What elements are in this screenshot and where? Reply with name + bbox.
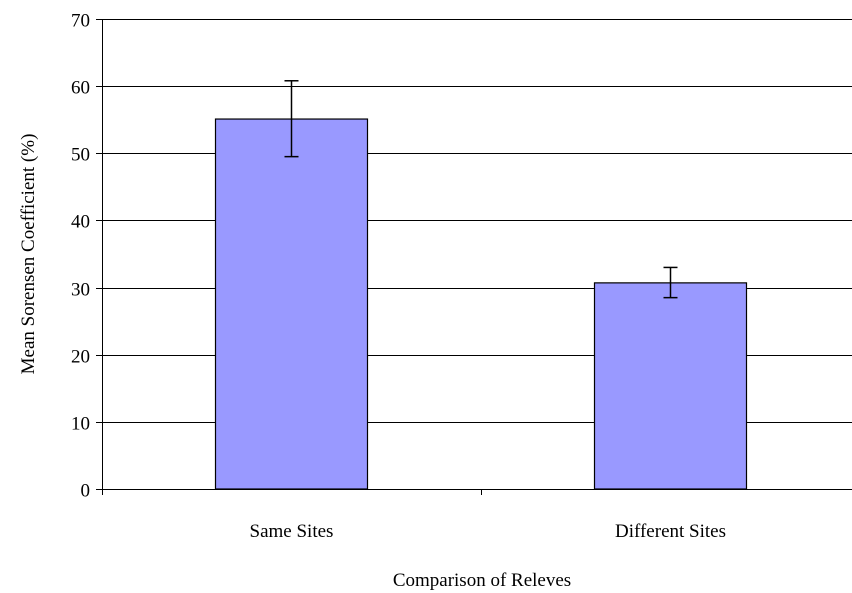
y-tick-label: 70 bbox=[71, 11, 90, 32]
tick-labels: 0 10 20 30 40 50 60 70 Same Sites Different Sites bbox=[71, 11, 726, 543]
y-tick-label: 20 bbox=[71, 347, 90, 368]
x-axis-title: Comparison of Releves bbox=[393, 570, 571, 591]
bar bbox=[214, 118, 369, 490]
x-tick-label: Different Sites bbox=[615, 521, 726, 542]
axes bbox=[96, 19, 852, 495]
y-tick-label: 10 bbox=[71, 414, 90, 435]
x-tick-label: Same Sites bbox=[250, 521, 334, 542]
y-axis-title: Mean Sorensen Coefficient (%) bbox=[18, 134, 39, 375]
y-tick-label: 60 bbox=[71, 78, 90, 99]
y-tick-label: 30 bbox=[71, 280, 90, 301]
error-bars bbox=[284, 80, 678, 299]
y-tick-label: 50 bbox=[71, 145, 90, 166]
y-tick-label: 0 bbox=[81, 481, 91, 502]
bars bbox=[214, 118, 748, 490]
bar bbox=[593, 282, 748, 490]
y-tick-label: 40 bbox=[71, 212, 90, 233]
